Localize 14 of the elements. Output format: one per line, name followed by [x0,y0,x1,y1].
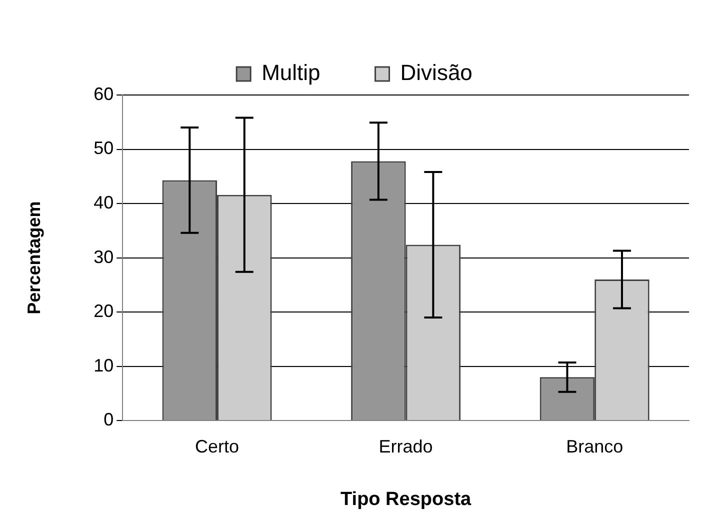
y-tick-label: 40 [94,192,114,212]
y-tick-label: 10 [94,355,114,376]
y-tick-label: 50 [94,138,114,158]
y-axis-title: Percentagem [24,201,44,314]
y-tick-label: 30 [94,246,114,267]
y-tick-label: 60 [94,84,114,104]
x-tick-label: Branco [566,436,624,456]
y-tick-label: 20 [94,301,114,322]
x-axis-title: Tipo Resposta [340,488,472,510]
x-tick-label: Certo [195,436,240,456]
x-tick-label: Errado [378,436,433,456]
y-tick-label: 0 [104,410,114,430]
legend-label: Multip [262,60,320,86]
legend-label: Divisão [400,60,472,86]
